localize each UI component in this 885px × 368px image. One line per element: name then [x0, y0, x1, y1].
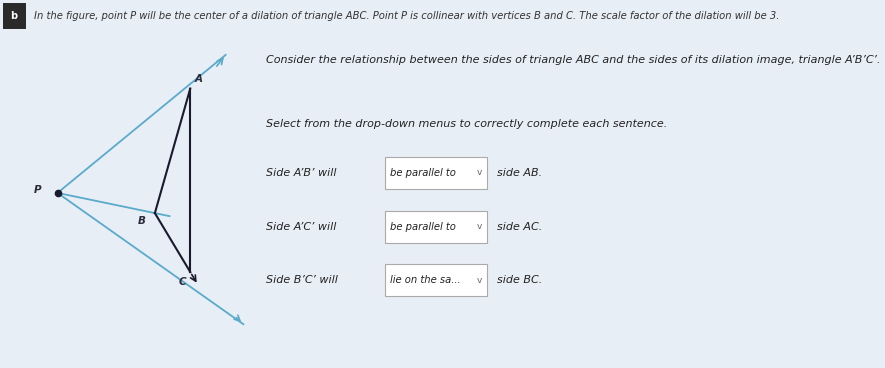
- Text: Consider the relationship between the sides of triangle ABC and the sides of its: Consider the relationship between the si…: [266, 55, 880, 65]
- Text: P: P: [34, 184, 42, 195]
- Text: B: B: [138, 216, 146, 226]
- Text: Side A’C’ will: Side A’C’ will: [266, 222, 336, 231]
- Text: v: v: [477, 276, 482, 285]
- FancyBboxPatch shape: [385, 210, 487, 243]
- Text: v: v: [477, 222, 482, 231]
- Text: b: b: [11, 11, 18, 21]
- Text: side BC.: side BC.: [497, 276, 543, 286]
- Text: Side A’B’ will: Side A’B’ will: [266, 168, 336, 178]
- FancyBboxPatch shape: [385, 265, 487, 297]
- Text: lie on the sa...: lie on the sa...: [390, 276, 461, 286]
- Text: be parallel to: be parallel to: [390, 222, 456, 231]
- Text: side AB.: side AB.: [497, 168, 543, 178]
- Text: v: v: [477, 168, 482, 177]
- Text: be parallel to: be parallel to: [390, 168, 456, 178]
- Text: A: A: [195, 74, 203, 85]
- Text: In the figure, point P will be the center of a dilation of triangle ABC. Point P: In the figure, point P will be the cente…: [34, 11, 779, 21]
- Text: Select from the drop-down menus to correctly complete each sentence.: Select from the drop-down menus to corre…: [266, 119, 666, 129]
- FancyBboxPatch shape: [3, 3, 26, 29]
- FancyBboxPatch shape: [385, 157, 487, 189]
- Text: side AC.: side AC.: [497, 222, 543, 231]
- Text: Side B’C’ will: Side B’C’ will: [266, 276, 337, 286]
- Text: C: C: [178, 277, 186, 287]
